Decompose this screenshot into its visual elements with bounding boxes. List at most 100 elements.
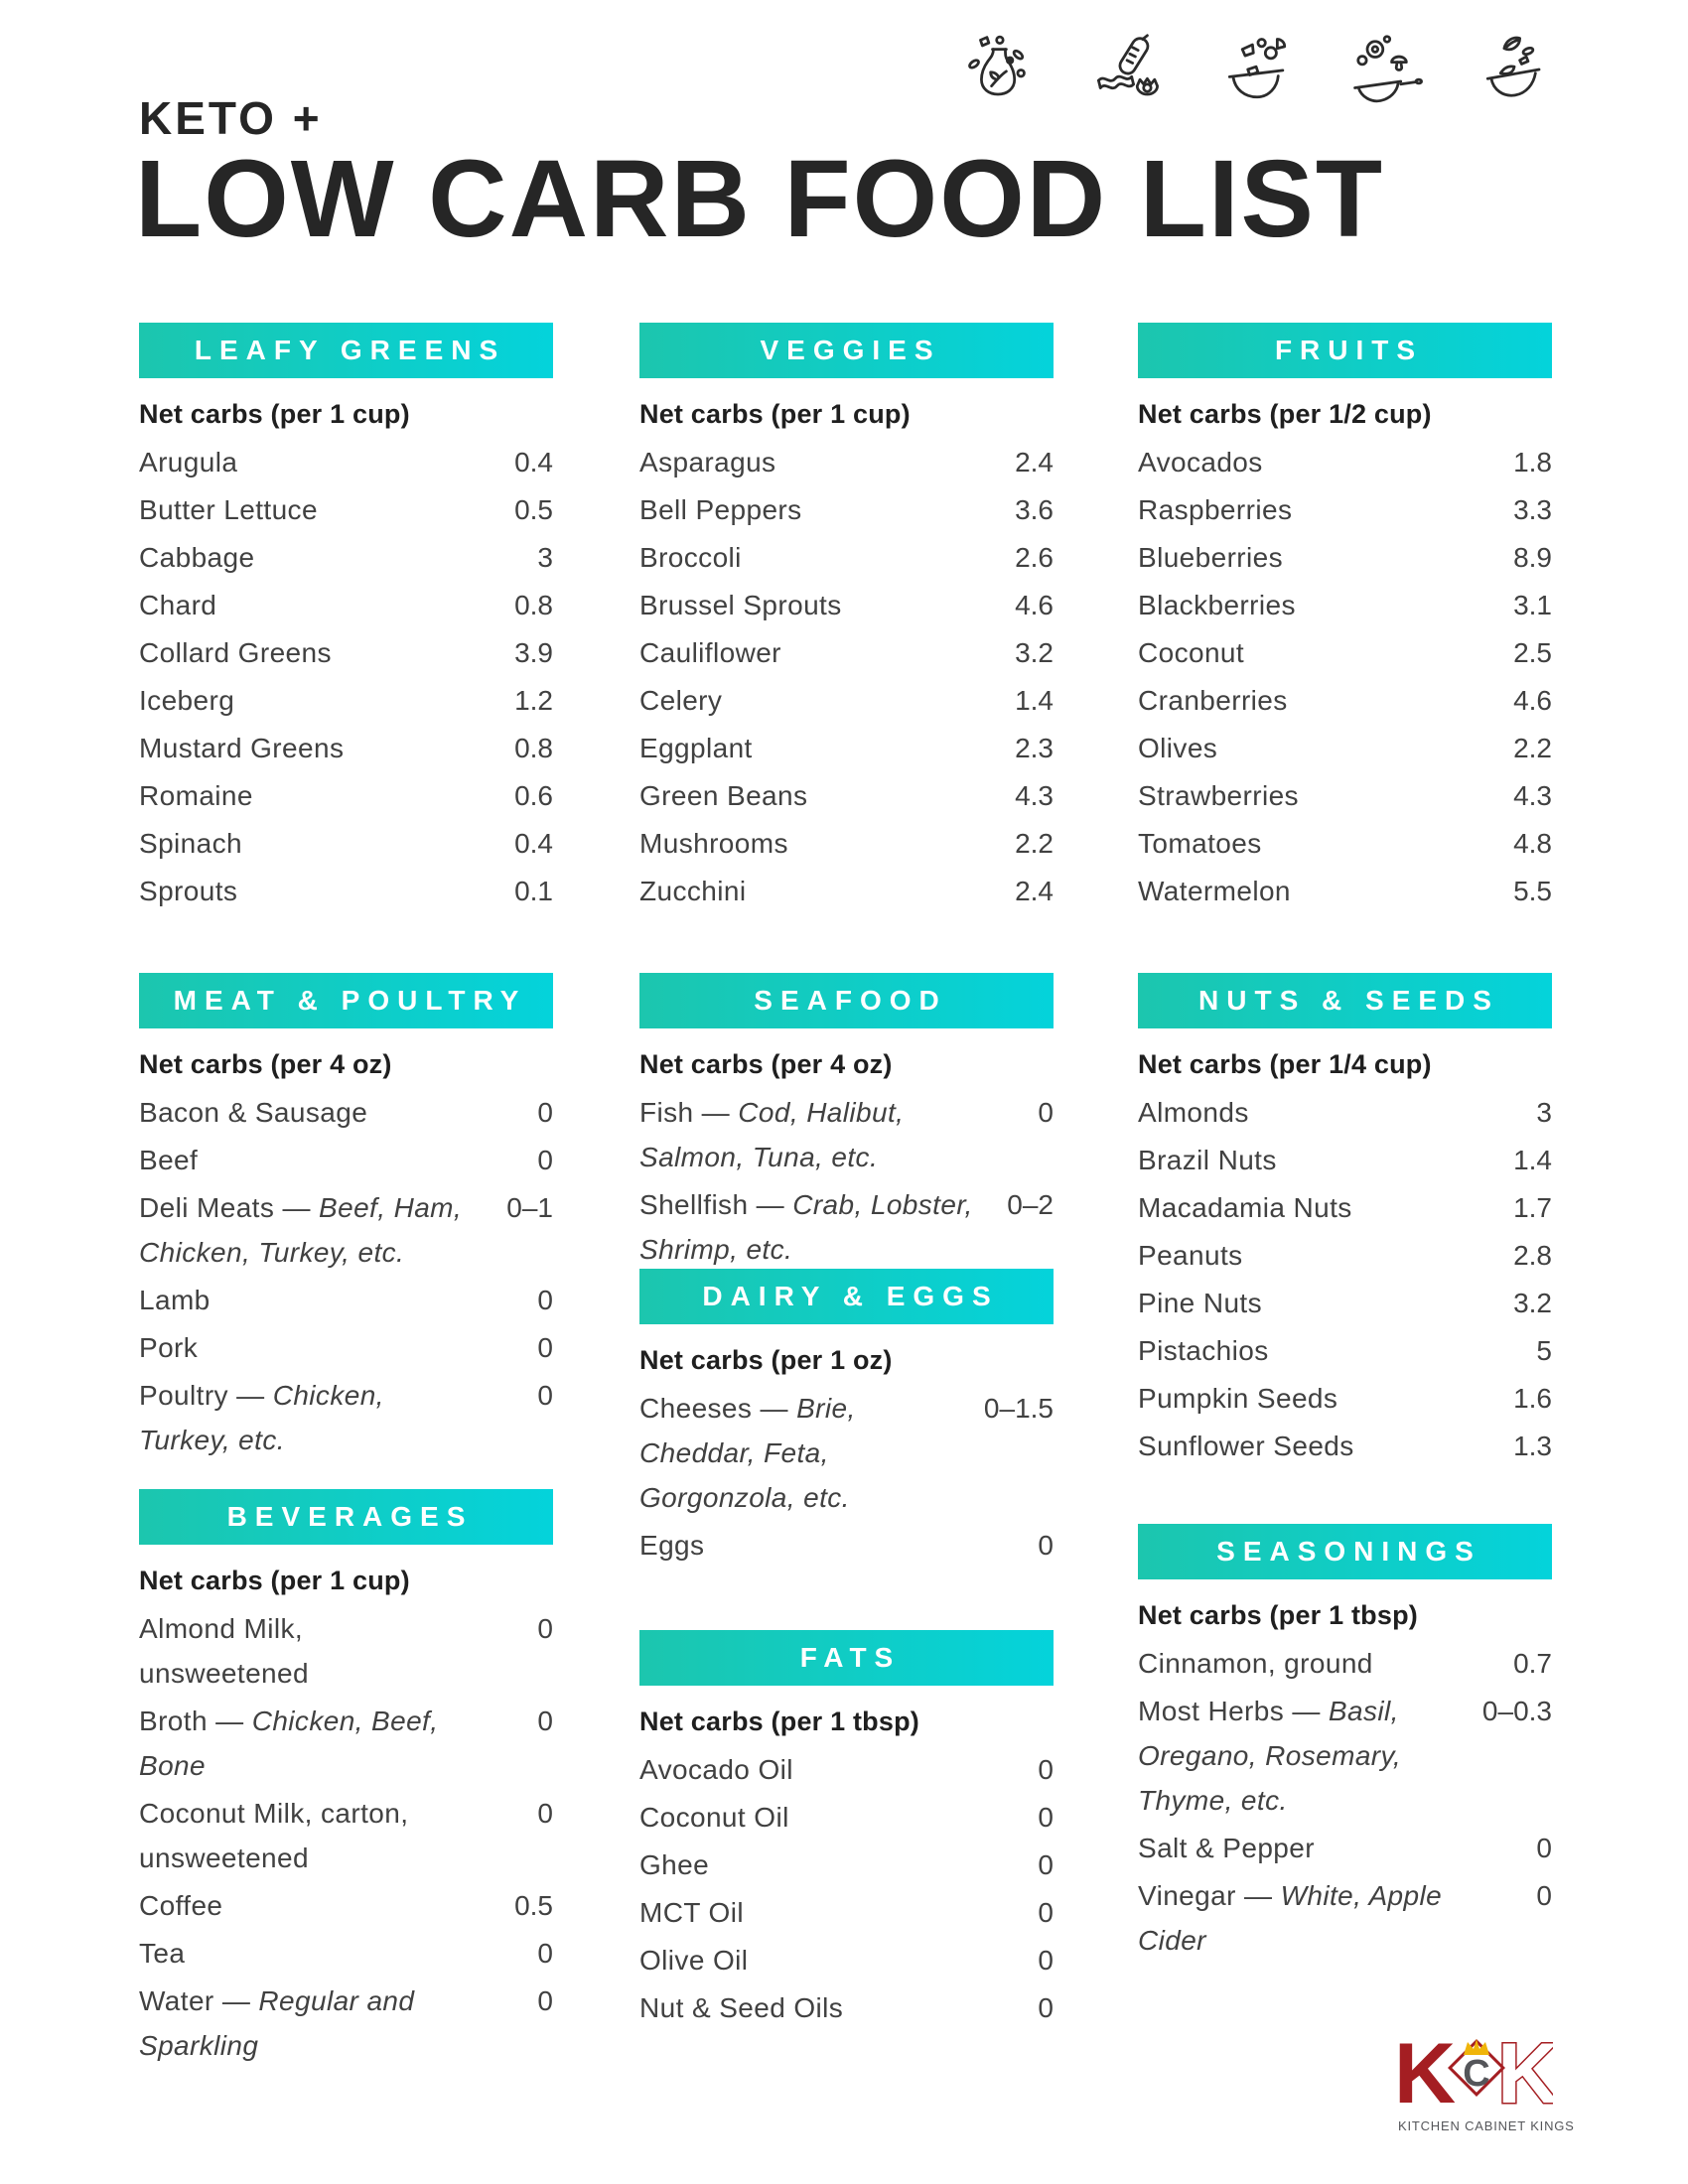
logo-diamond	[1448, 2039, 1505, 2097]
food-row: Cabbage 3	[139, 535, 553, 580]
section-header-bar: MEAT & POULTRY	[139, 973, 553, 1028]
food-name: Brussel Sprouts	[639, 590, 842, 620]
food-value: 0.4	[514, 828, 553, 859]
food-name: Bacon & Sausage	[139, 1097, 368, 1128]
page-title: LOW CARB FOOD LIST	[135, 138, 1385, 260]
food-row: Bell Peppers 3.6	[639, 487, 1054, 532]
food-value: 3	[537, 542, 553, 573]
food-name: Coconut	[1138, 637, 1245, 668]
food-value: 0	[1038, 1849, 1054, 1880]
food-row: Cauliflower 3.2	[639, 630, 1054, 675]
food-value: 1.4	[1513, 1145, 1552, 1175]
food-name: Sunflower Seeds	[1138, 1431, 1354, 1461]
food-row: Celery 1.4	[639, 678, 1054, 723]
food-value: 0	[1536, 1880, 1552, 1911]
food-row: Mustard Greens 0.8	[139, 726, 553, 770]
food-row: Sunflower Seeds 1.3	[1138, 1424, 1552, 1468]
food-value: 3.1	[1513, 590, 1552, 620]
food-name: Shellfish — Crab, Lobster, Shrimp, etc.	[639, 1189, 973, 1265]
food-value: 0	[537, 1706, 553, 1736]
food-rows: Fish — Cod, Halibut, Salmon, Tuna, etc. 0…	[639, 1090, 1054, 1272]
food-rows: Almond Milk, unsweetened 0 Broth — Chicken…	[139, 1606, 553, 2068]
food-row: Olive Oil 0	[639, 1938, 1054, 1982]
food-row: Bacon & Sausage 0	[139, 1090, 553, 1135]
food-row: Poultry — Chicken, Turkey, etc. 0	[139, 1373, 553, 1462]
food-value: 0	[1038, 1897, 1054, 1928]
food-value: 0	[537, 1985, 553, 2016]
food-rows: Asparagus 2.4 Bell Peppers 3.6 Broccoli 2.6 Br…	[639, 440, 1054, 913]
food-row: Coconut Milk, carton, unsweetened 0	[139, 1791, 553, 1880]
food-row: Shellfish — Crab, Lobster, Shrimp, etc. 0…	[639, 1182, 1054, 1272]
kck-logo-mark: K K C	[1398, 2025, 1553, 2116]
food-name: Asparagus	[639, 447, 776, 478]
food-name: Poultry — Chicken, Turkey, etc.	[139, 1380, 384, 1455]
logo-letter-k2: K	[1497, 2026, 1553, 2116]
food-name: Olive Oil	[639, 1945, 749, 1976]
food-value: 2.3	[1015, 733, 1054, 763]
serving-size-label: Net carbs (per 1 tbsp)	[639, 1706, 919, 1736]
food-value: 0	[537, 1613, 553, 1644]
food-value: 4.6	[1015, 590, 1054, 620]
food-row: Butter Lettuce 0.5	[139, 487, 553, 532]
section-fats: FATS Net carbs (per 1 tbsp) Avocado Oil 0 Co…	[639, 1630, 1054, 2033]
food-value: 2.8	[1513, 1240, 1552, 1271]
food-value: 0.8	[514, 733, 553, 763]
food-value: 3.2	[1015, 637, 1054, 668]
food-row: MCT Oil 0	[639, 1890, 1054, 1935]
section-title: VEGGIES	[760, 335, 941, 365]
section-leafy-greens: LEAFY GREENS Net carbs (per 1 cup) Arugula…	[139, 323, 553, 916]
food-row: Asparagus 2.4	[639, 440, 1054, 484]
food-name: Lamb	[139, 1285, 211, 1315]
food-name: Beef	[139, 1145, 199, 1175]
food-row: Zucchini 2.4	[639, 869, 1054, 913]
food-row: Romaine 0.6	[139, 773, 553, 818]
food-row: Tomatoes 4.8	[1138, 821, 1552, 866]
food-name: Sprouts	[139, 876, 238, 906]
food-value: 8.9	[1513, 542, 1552, 573]
food-value: 0–1	[506, 1192, 553, 1223]
section-header-bar: LEAFY GREENS	[139, 323, 553, 378]
food-value: 4.3	[1513, 780, 1552, 811]
food-row: Blackberries 3.1	[1138, 583, 1552, 627]
food-name: Watermelon	[1138, 876, 1291, 906]
food-detail: Beef, Ham, Chicken, Turkey, etc.	[139, 1192, 463, 1268]
food-row: Green Beans 4.3	[639, 773, 1054, 818]
food-name: Vinegar — White, Apple Cider	[1138, 1880, 1443, 1956]
food-row: Brussel Sprouts 4.6	[639, 583, 1054, 627]
serving-size-label: Net carbs (per 4 oz)	[139, 1049, 392, 1079]
food-row: Pistachios 5	[1138, 1328, 1552, 1373]
food-detail: Chicken, Turkey, etc.	[139, 1380, 384, 1455]
food-name: Bell Peppers	[639, 494, 802, 525]
serving-size-label: Net carbs (per 1/2 cup)	[1138, 399, 1432, 429]
section-header-bar: FRUITS	[1138, 323, 1552, 378]
food-row: Eggplant 2.3	[639, 726, 1054, 770]
food-name: Butter Lettuce	[139, 494, 318, 525]
food-value: 0	[1536, 1833, 1552, 1863]
food-value: 0	[537, 1332, 553, 1363]
food-value: 5	[1536, 1335, 1552, 1366]
food-rows: Cinnamon, ground 0.7 Most Herbs — Basil, O…	[1138, 1641, 1552, 1963]
serving-size-label: Net carbs (per 1/4 cup)	[1138, 1049, 1432, 1079]
food-row: Sprouts 0.1	[139, 869, 553, 913]
food-name: Deli Meats — Beef, Ham, Chicken, Turkey,…	[139, 1192, 463, 1268]
food-row: Broccoli 2.6	[639, 535, 1054, 580]
food-name: Cabbage	[139, 542, 255, 573]
food-row: Pine Nuts 3.2	[1138, 1281, 1552, 1325]
food-value: 5.5	[1513, 876, 1552, 906]
food-row: Vinegar — White, Apple Cider 0	[1138, 1873, 1552, 1963]
food-value: 3.3	[1513, 494, 1552, 525]
section-seafood: SEAFOOD Net carbs (per 4 oz) Fish — Cod, H…	[639, 973, 1054, 1275]
food-name: Fish — Cod, Halibut, Salmon, Tuna, etc.	[639, 1097, 905, 1172]
food-row: Cinnamon, ground 0.7	[1138, 1641, 1552, 1686]
food-row: Macadamia Nuts 1.7	[1138, 1185, 1552, 1230]
food-name: Romaine	[139, 780, 253, 811]
food-name: Green Beans	[639, 780, 808, 811]
food-detail: Basil, Oregano, Rosemary, Thyme, etc.	[1138, 1696, 1402, 1816]
section-title: FRUITS	[1274, 335, 1424, 365]
food-name: Ghee	[639, 1849, 710, 1880]
food-row: Cheeses — Brie, Cheddar, Feta, Gorgonzol…	[639, 1386, 1054, 1520]
food-name: Chard	[139, 590, 217, 620]
food-value: 0–0.3	[1481, 1696, 1552, 1726]
food-name: Water — Regular and Sparkling	[139, 1985, 415, 2061]
food-name: Blueberries	[1138, 542, 1284, 573]
